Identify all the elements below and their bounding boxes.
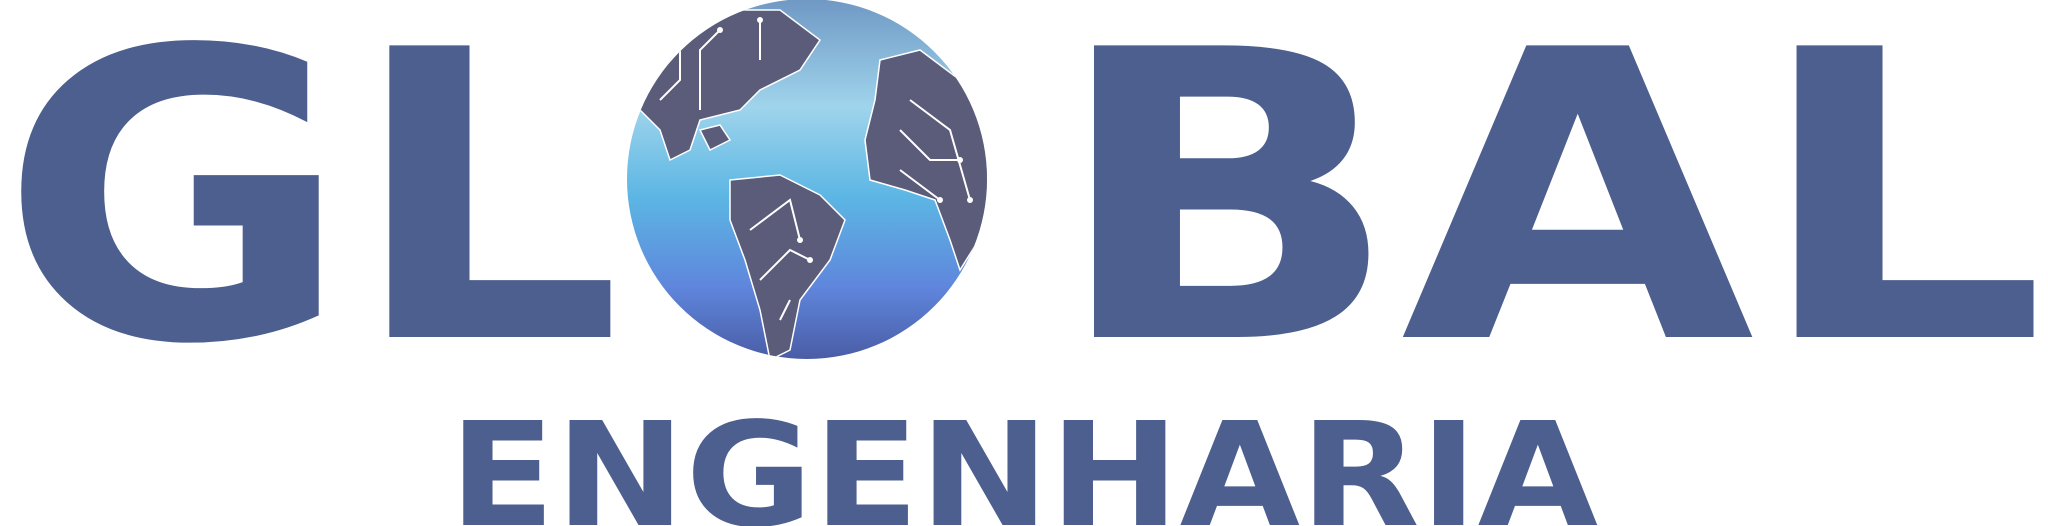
globe: [627, 0, 987, 359]
logo-word-left: GL: [0, 0, 622, 432]
logo-word-right: BAL: [1052, 0, 2046, 432]
logo-subtitle: ENGENHARIA: [449, 391, 1598, 526]
